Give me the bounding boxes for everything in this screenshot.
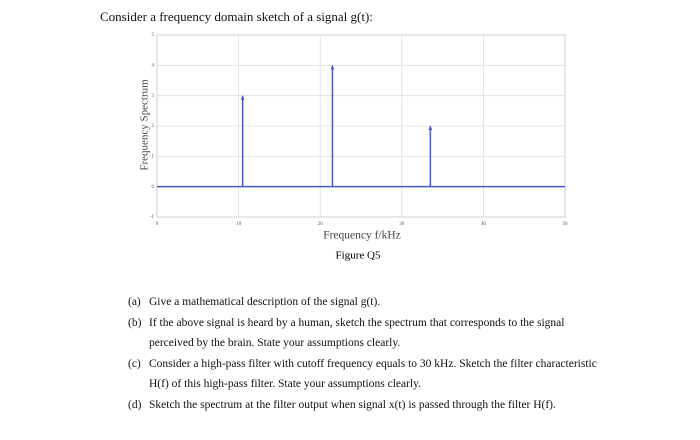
y-axis-label: Frequency Spectrum — [139, 79, 151, 171]
question-text: Sketch the spectrum at the filter output… — [149, 398, 556, 411]
y-tick-label: -1 — [150, 215, 155, 220]
x-tick-label: 50 — [563, 222, 569, 227]
y-tick-label: 1 — [152, 154, 155, 159]
y-tick-label: 5 — [152, 33, 155, 38]
question-label: (d) — [128, 398, 142, 411]
x-axis-label: Frequency f/kHz — [323, 230, 401, 242]
question-text: Give a mathematical description of the s… — [149, 296, 381, 308]
x-tick-label: 30 — [399, 222, 405, 227]
figure: Frequency Spectrum Frequency f/kHz Figur… — [139, 33, 569, 262]
y-tick-label: 3 — [152, 94, 155, 99]
question-label: (a) — [128, 296, 141, 308]
stem-arrow — [428, 126, 433, 130]
x-tick-label: 0 — [156, 222, 159, 227]
question: (c) Consider a high-pass filter with cuto… — [128, 354, 608, 395]
y-tick-label: 0 — [152, 185, 155, 190]
question-label: (b) — [128, 316, 142, 329]
x-tick-label: 10 — [236, 222, 242, 227]
question-text: If the above signal is heard by a human,… — [149, 316, 565, 350]
question-list: (a) Give a mathematical description of th… — [128, 292, 608, 415]
question-label: (c) — [128, 357, 141, 370]
intro: Consider a frequency domain sketch of a … — [100, 9, 373, 24]
stem-arrow — [240, 95, 245, 100]
question: (d) Sketch the spectrum at the filter out… — [128, 395, 608, 416]
figure-caption: Figure Q5 — [336, 250, 381, 262]
question-text: Consider a high-pass filter with cutoff … — [149, 357, 597, 391]
x-tick-label: 40 — [481, 222, 487, 227]
x-tick-label: 20 — [318, 222, 324, 227]
stem-arrow — [330, 65, 335, 70]
question: (a) Give a mathematical description of th… — [128, 292, 608, 313]
y-tick-label: 4 — [152, 63, 155, 68]
y-tick-label: 2 — [152, 124, 155, 129]
question: (b) If the above signal is heard by a hum… — [128, 313, 608, 354]
